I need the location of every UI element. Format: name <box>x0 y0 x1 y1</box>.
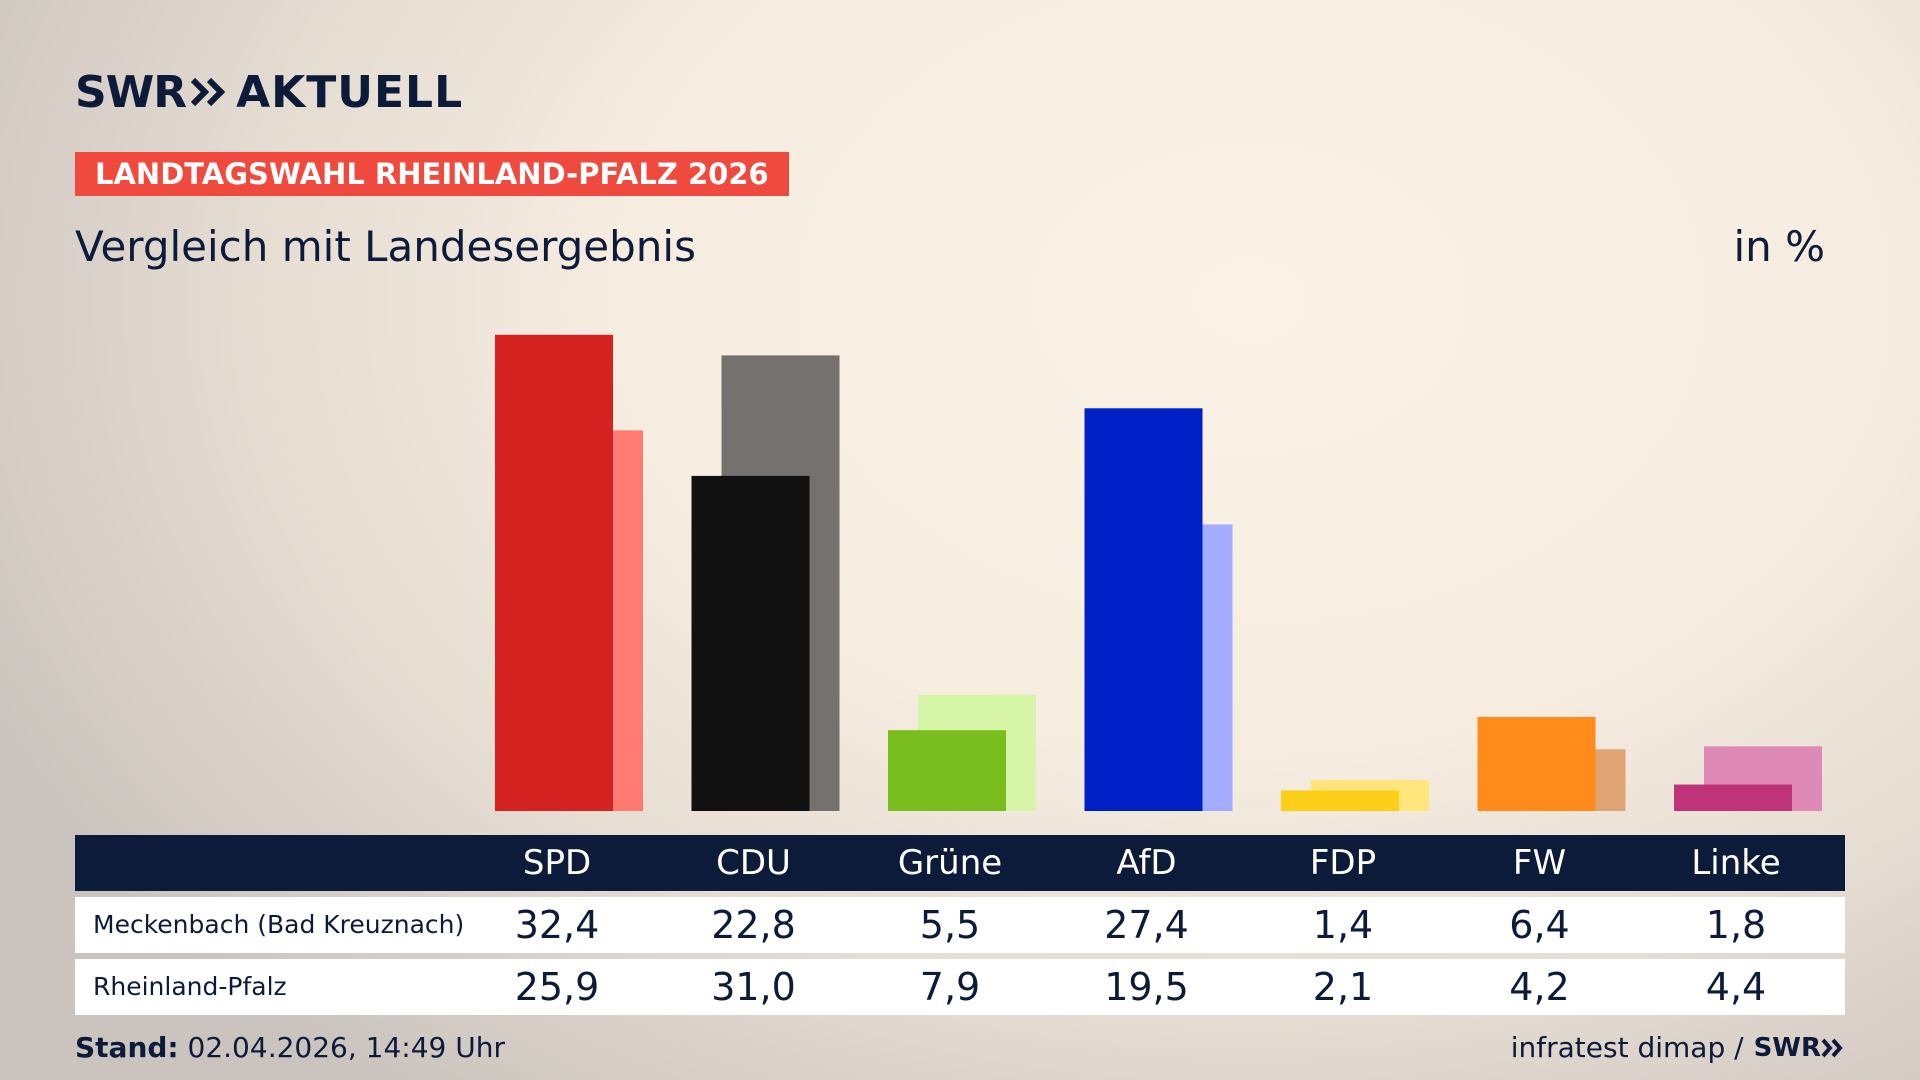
swr-wordmark: SWR <box>75 66 187 118</box>
bar-local-spd <box>495 334 613 811</box>
value-cell: 19,5 <box>1104 965 1189 1009</box>
row-label: Rheinland-Pfalz <box>93 972 287 1001</box>
value-cell: 5,5 <box>919 903 981 947</box>
bar-local-linke <box>1674 784 1792 811</box>
election-tag: LANDTAGSWAHL RHEINLAND-PFALZ 2026 <box>75 152 789 196</box>
header-linke: Linke <box>1691 843 1781 883</box>
stand-value: 02.04.2026, 14:49 Uhr <box>187 1031 505 1064</box>
source-credit: infratest dimap / SWR <box>1511 1031 1845 1064</box>
value-cell: 31,0 <box>711 965 796 1009</box>
table-row: Rheinland-Pfalz 25,9 31,0 7,9 19,5 2,1 4,2 4,4 <box>75 959 1845 1015</box>
value-cell: 4,4 <box>1705 965 1767 1009</box>
value-cell: 22,8 <box>711 903 796 947</box>
chart-title: Vergleich mit Landesergebnis <box>75 222 696 271</box>
source-text: infratest dimap / <box>1510 1031 1744 1064</box>
bar-local-fw <box>1477 716 1596 811</box>
chevrons-icon <box>190 77 226 107</box>
header-cdu: CDU <box>716 843 791 883</box>
value-cell: 4,2 <box>1509 965 1570 1009</box>
value-cell: 1,8 <box>1705 903 1767 947</box>
bar-chart <box>495 334 1822 811</box>
swr-aktuell-logo: SWR AKTUELL <box>75 67 463 118</box>
bar-local-fdp <box>1281 790 1399 811</box>
header-afd: AfD <box>1116 843 1177 883</box>
bar-local-cdu <box>691 475 810 811</box>
swr-small-wordmark: SWR <box>1753 1032 1821 1063</box>
row-label: Meckenbach (Bad Kreuznach) <box>93 910 465 939</box>
value-cell: 7,9 <box>919 965 981 1009</box>
aktuell-wordmark: AKTUELL <box>236 66 464 118</box>
table-header: SPD CDU Grüne AfD FDP FW Linke <box>75 835 1845 891</box>
bar-local-afd <box>1084 408 1203 811</box>
header-grüne: Grüne <box>897 843 1003 883</box>
value-cell: 1,4 <box>1312 903 1374 947</box>
table-row: Meckenbach (Bad Kreuznach) 32,4 22,8 5,5 27… <box>75 897 1845 953</box>
stand-label: Stand: <box>75 1031 179 1064</box>
unit-label: in % <box>1733 222 1825 271</box>
timestamp: Stand: 02.04.2026, 14:49 Uhr <box>75 1031 505 1064</box>
chevrons-small-icon <box>1821 1038 1843 1057</box>
value-cell: 2,1 <box>1312 965 1374 1009</box>
value-cell: 6,4 <box>1509 903 1570 947</box>
bar-local-grüne <box>888 730 1006 811</box>
header-spd: SPD <box>522 843 592 883</box>
header-fdp: FDP <box>1309 843 1377 883</box>
value-cell: 32,4 <box>514 903 600 947</box>
header-fw: FW <box>1512 843 1567 883</box>
value-cell: 25,9 <box>514 965 600 1009</box>
results-table: SPD CDU Grüne AfD FDP FW Linke Meckenbach (Bad… <box>75 835 1845 1015</box>
value-cell: 27,4 <box>1104 903 1189 947</box>
